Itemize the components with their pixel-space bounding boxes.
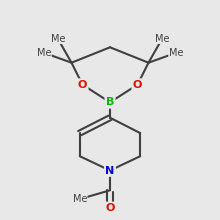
Text: O: O xyxy=(78,80,87,90)
Text: Me: Me xyxy=(73,194,87,204)
Text: Me: Me xyxy=(155,33,169,44)
Text: Me: Me xyxy=(169,48,183,58)
Text: Me: Me xyxy=(37,48,51,58)
Text: O: O xyxy=(133,80,142,90)
Text: N: N xyxy=(105,165,115,176)
Text: Me: Me xyxy=(51,33,65,44)
Text: O: O xyxy=(105,203,115,213)
Text: B: B xyxy=(106,97,114,107)
